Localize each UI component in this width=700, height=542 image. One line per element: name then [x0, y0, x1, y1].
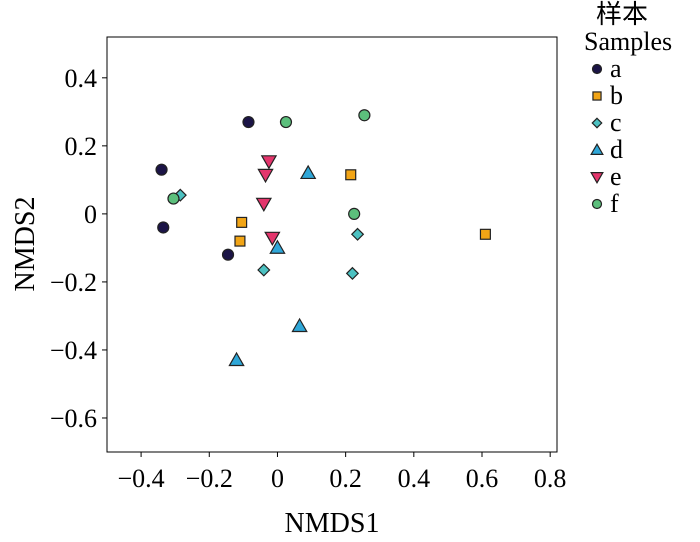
legend-title-samples: Samples: [584, 27, 672, 56]
point-b: [234, 235, 246, 247]
point-a: [242, 115, 255, 129]
data-points: [155, 109, 491, 367]
legend-marker-b: [592, 91, 602, 101]
point-a: [221, 248, 235, 261]
legend-marker-e: [590, 172, 604, 185]
y-tick-label: 0: [84, 200, 97, 229]
legend-title-chinese: 样本: [596, 0, 648, 29]
point-e: [257, 168, 274, 184]
point-d: [228, 351, 245, 367]
point-c: [257, 263, 271, 277]
x-tick-label: 0: [271, 464, 284, 493]
legend-label-b: b: [610, 81, 623, 110]
point-a: [157, 221, 170, 234]
y-tick-label: 0.4: [65, 64, 98, 93]
legend-marker-c: [591, 117, 603, 129]
x-tick-label: 0.6: [466, 464, 499, 493]
y-tick-label: 0.2: [65, 132, 98, 161]
point-b: [345, 169, 357, 181]
legend-label-f: f: [610, 189, 619, 218]
point-c: [350, 227, 365, 241]
point-f: [279, 115, 293, 129]
plot-frame: [106, 36, 558, 453]
point-d: [299, 164, 317, 180]
legend-marker-f: [591, 198, 603, 210]
point-f: [167, 192, 180, 205]
x-axis-ticks: −0.4 −0.2 0 0.2 0.4 0.6 0.8: [118, 452, 567, 493]
legend-label-a: a: [610, 54, 622, 83]
point-d: [291, 317, 308, 333]
point-f: [358, 109, 371, 122]
point-e: [255, 197, 273, 213]
y-tick-label: −0.6: [50, 404, 97, 433]
point-b: [479, 228, 491, 240]
point-d: [269, 239, 286, 254]
legend-marker-a: [591, 63, 603, 75]
point-f: [348, 207, 361, 220]
point-c: [345, 266, 360, 281]
y-axis-title: NMDS2: [10, 197, 41, 292]
point-b: [236, 216, 248, 228]
x-tick-label: 0.2: [329, 464, 362, 493]
y-axis-ticks: 0.4 0.2 0 −0.2 −0.4 −0.6: [50, 64, 107, 433]
point-e: [260, 155, 278, 170]
legend-label-e: e: [610, 162, 622, 191]
point-a: [155, 163, 168, 176]
legend-label-c: c: [610, 108, 622, 137]
x-tick-label: 0.4: [398, 464, 431, 493]
point-e: [264, 231, 281, 247]
x-tick-label: 0.8: [534, 464, 567, 493]
x-axis-title: NMDS1: [285, 508, 380, 539]
legend-marker-d: [590, 142, 604, 155]
y-tick-label: −0.2: [50, 268, 97, 297]
y-tick-label: −0.4: [50, 336, 97, 365]
x-tick-label: −0.2: [186, 464, 233, 493]
legend-label-d: d: [610, 135, 623, 164]
x-tick-label: −0.4: [118, 464, 165, 493]
